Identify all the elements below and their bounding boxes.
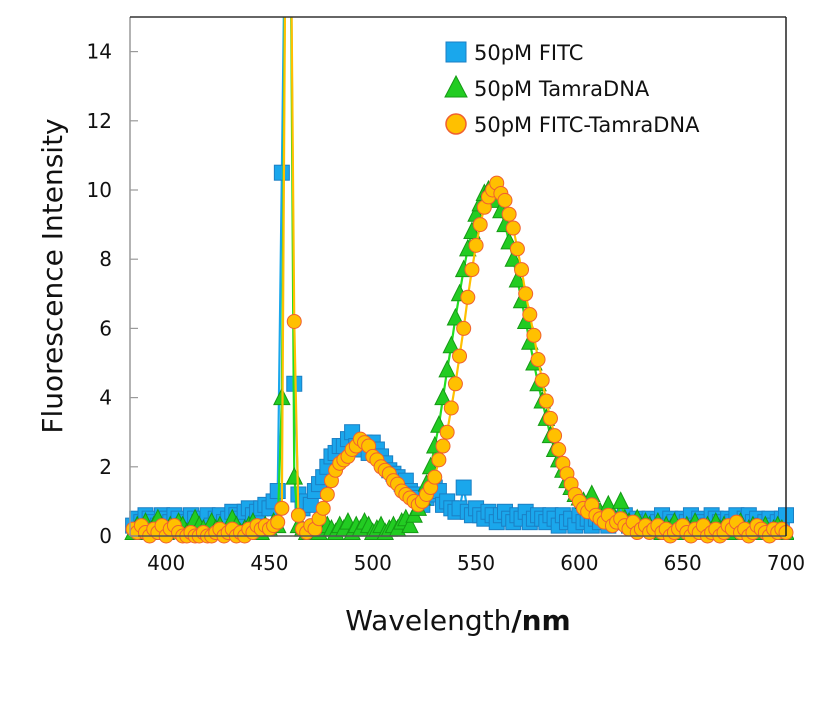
series-50pm-fitc-tamradna [125, 17, 794, 544]
data-point [286, 313, 302, 329]
data-point [431, 452, 447, 468]
data-point [447, 376, 463, 392]
data-point [401, 515, 419, 534]
y-tick-label: 12 [87, 109, 112, 133]
y-tick-label: 4 [99, 386, 112, 410]
data-point [508, 269, 527, 288]
data-point [518, 286, 534, 302]
data-point [439, 424, 455, 440]
x-tick-label: 600 [560, 551, 598, 575]
data-point [315, 500, 331, 516]
x-axis-title-main: Wavelength [345, 604, 511, 637]
data-point [446, 307, 465, 326]
x-axis-title: Wavelength/nm [345, 604, 570, 637]
data-point [427, 469, 443, 485]
x-tick-label: 500 [354, 551, 392, 575]
y-tick-label: 0 [99, 524, 112, 548]
data-point [534, 372, 550, 388]
legend-label: 50pM TamraDNA [474, 77, 650, 101]
y-tick-label: 8 [99, 247, 112, 271]
series-line [132, 17, 787, 536]
x-axis-title-unit: /nm [511, 604, 570, 637]
legend-circle-icon [445, 113, 467, 135]
y-axis-title: Fluorescence Intensity [36, 118, 69, 433]
data-point [285, 467, 304, 485]
data-point [611, 491, 630, 509]
data-point [434, 387, 452, 406]
plot-area [124, 17, 794, 544]
data-point [530, 352, 546, 368]
y-tick-label: 10 [87, 178, 112, 202]
data-point [438, 359, 456, 378]
data-point [497, 192, 513, 208]
series-50pm-tamradna [124, 17, 794, 541]
legend-square-icon [445, 41, 467, 63]
legend-label: 50pM FITC [474, 41, 583, 65]
data-point [514, 262, 530, 278]
data-point [435, 438, 451, 454]
x-tick-label: 650 [664, 551, 702, 575]
series-50pm-fitc [125, 17, 794, 534]
legend-triangle-icon [444, 74, 468, 98]
data-point [460, 289, 476, 305]
data-point [468, 237, 484, 253]
data-point [274, 500, 290, 516]
data-point [273, 164, 290, 181]
data-point [472, 217, 488, 233]
data-point [522, 307, 538, 323]
data-point [509, 241, 525, 257]
y-tick-label: 6 [99, 316, 112, 340]
data-point [443, 400, 459, 416]
y-tick-label: 14 [87, 40, 112, 64]
x-tick-label: 700 [767, 551, 805, 575]
legend-entry: 50pM FITC-TamraDNA [445, 113, 700, 137]
legend-entry: 50pM FITC [445, 41, 583, 65]
data-point [456, 320, 472, 336]
x-tick-label: 400 [147, 551, 185, 575]
data-point [526, 327, 542, 343]
data-point [551, 442, 567, 457]
data-point [452, 348, 468, 364]
x-tick-label: 450 [250, 551, 288, 575]
data-point [290, 507, 306, 523]
data-point [505, 220, 521, 236]
data-point [464, 262, 480, 278]
data-point [442, 335, 461, 354]
data-point [542, 410, 558, 426]
data-point [319, 486, 335, 502]
data-point [538, 393, 554, 409]
legend-label: 50pM FITC-TamraDNA [474, 113, 700, 137]
legend-entry: 50pM TamraDNA [444, 74, 650, 101]
data-point [501, 206, 517, 222]
data-point [504, 249, 523, 267]
y-tick-label: 2 [99, 455, 112, 479]
axes: 0 2 4 6 8 10 12 14 400 450 500 550 600 650 700 [87, 16, 805, 575]
legend: 50pM FITC 50pM TamraDNA 50pM FITC-TamraDNA [444, 41, 700, 137]
series-line [132, 17, 787, 529]
data-point [270, 514, 286, 530]
data-point [547, 428, 563, 444]
data-point [455, 479, 472, 496]
x-tick-label: 550 [457, 551, 495, 575]
